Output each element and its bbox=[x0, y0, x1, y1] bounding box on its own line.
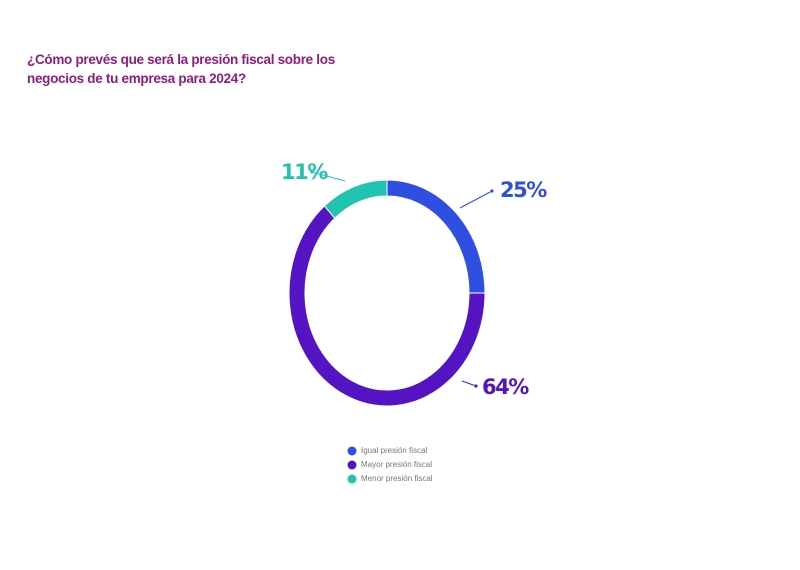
legend-swatch bbox=[347, 446, 357, 456]
legend-swatch bbox=[347, 474, 357, 484]
value-label: 11% bbox=[281, 160, 328, 184]
legend-label: Igual presión fiscal bbox=[361, 446, 427, 455]
leader-line bbox=[311, 171, 346, 182]
leader-line bbox=[459, 190, 493, 209]
chart-title: ¿Cómo prevés que será la presión fiscal … bbox=[27, 52, 335, 86]
donut-segment bbox=[323, 179, 388, 219]
legend-label: Mayor presión fiscal bbox=[361, 460, 432, 469]
leader-dot bbox=[474, 384, 478, 388]
leader-line bbox=[461, 380, 477, 387]
donut-segment bbox=[386, 179, 486, 294]
legend-label: Menor presión fiscal bbox=[361, 474, 433, 483]
leader-dot bbox=[490, 189, 494, 193]
value-label: 25% bbox=[500, 178, 547, 202]
leader-dot bbox=[310, 170, 314, 174]
value-label: 64% bbox=[482, 375, 529, 399]
legend-swatch bbox=[347, 460, 357, 470]
